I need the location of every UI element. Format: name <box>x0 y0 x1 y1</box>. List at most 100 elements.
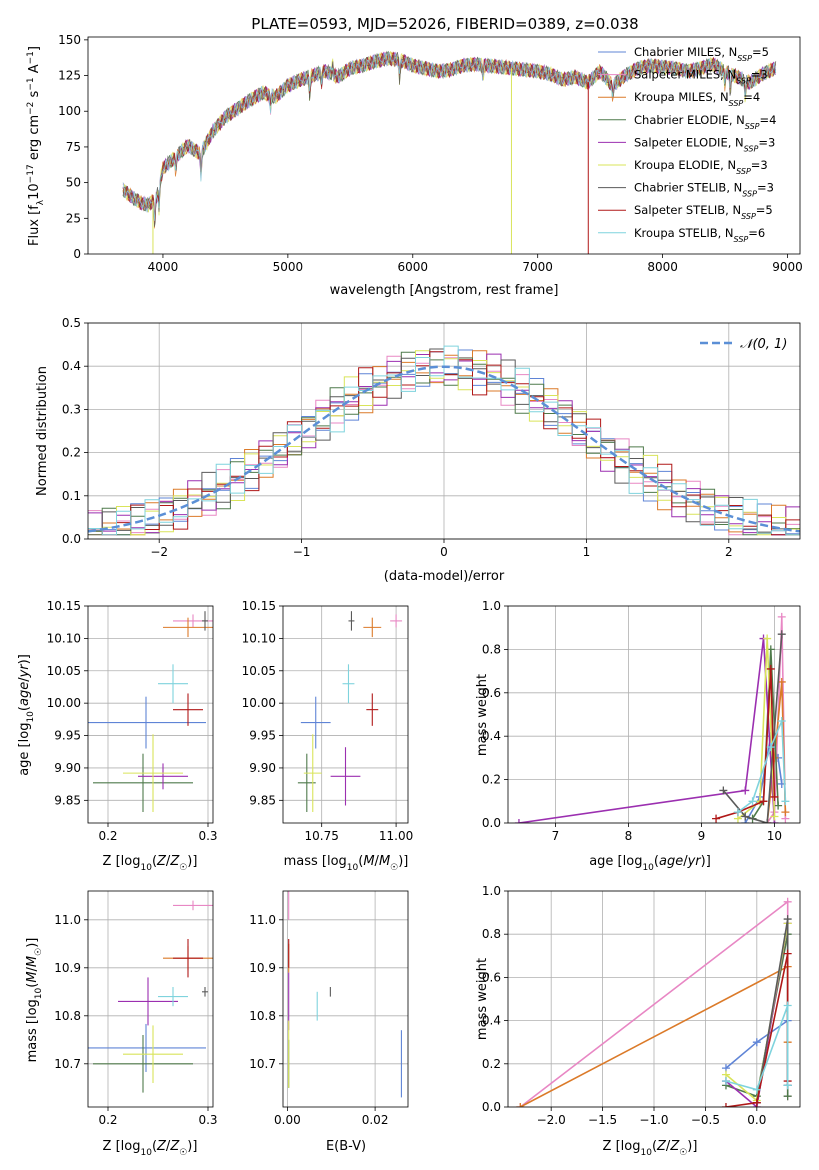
mass_vs_Z-ytick-label: 11.0 <box>54 913 81 927</box>
massweight_vs_age-xtick-label: 10 <box>767 829 782 843</box>
massweight_vs_age-ytick-label: 0.4 <box>482 729 501 743</box>
massweight_vs_age-ytick-label: 0.2 <box>482 773 501 787</box>
spectrum-xtick-label: 9000 <box>772 260 803 274</box>
age-vs-mass-xlabel: mass [log10(M/M☉)] <box>284 854 409 873</box>
massweight_vs_Z-xtick-label: 0.0 <box>747 1113 766 1127</box>
histogram-series-salpeter_elodie <box>88 353 800 536</box>
massweight-marker-kroupa_elodie <box>763 634 772 643</box>
spectrum-xlabel: wavelength [Angstrom, rest frame] <box>330 283 559 298</box>
legend-label-kroupa_elodie: Kroupa ELODIE, NSSP=3 <box>634 158 768 176</box>
spectrum-plot-area <box>122 50 777 254</box>
massweight-series-kroupa_stelib <box>725 1005 789 1091</box>
legend-label-salpeter_miles: Salpeter MILES, NSSP=3 <box>634 68 768 86</box>
massweight-marker-chabrier_stelib <box>783 915 792 924</box>
age_vs_Z-xtick-label: 0.3 <box>198 829 217 843</box>
mass-vs-Z-xlabel: Z [log10(Z/Z☉)] <box>103 1139 198 1158</box>
age_vs_mass-ytick-label: 10.10 <box>242 631 276 645</box>
massweight_vs_Z-ytick-label: 0.6 <box>482 970 501 984</box>
residuals-xtick-label: 0 <box>440 545 448 559</box>
age_vs_mass-axes: 10.75 11.00 9.85 9.90 9.95 10.00 10.05 10.10 10.… <box>242 599 414 843</box>
age-vs-Z-xlabel: Z [log10(Z/Z☉)] <box>103 854 198 873</box>
age_vs_Z-ytick-label: 10.05 <box>47 664 81 678</box>
massweight_vs_Z-ytick-label: 0.8 <box>482 927 501 941</box>
age_vs_Z-ytick-label: 10.00 <box>47 696 81 710</box>
mass_vs_ebv-axes: 0.00 0.02 10.7 10.8 10.9 11.0 <box>249 890 409 1127</box>
age_vs_Z-plot-area <box>88 611 213 812</box>
residuals-ytick-label: 0.5 <box>62 316 81 330</box>
massweight-marker-kroupa_stelib <box>783 1081 792 1090</box>
age_vs_mass-ytick-label: 9.90 <box>249 761 276 775</box>
mass-vs-Z-ylabel: mass [log10(M/M☉)] <box>25 938 44 1063</box>
legend-label-chabrier_elodie: Chabrier ELODIE, NSSP=4 <box>634 113 776 131</box>
spectrum-xtick-label: 7000 <box>522 260 553 274</box>
mass_vs_ebv-frame <box>282 890 409 1108</box>
age_vs_Z-ytick-label: 10.15 <box>47 599 81 613</box>
legend-label-salpeter_stelib: Salpeter STELIB, NSSP=5 <box>634 203 773 221</box>
massweight_vs_Z-frame <box>507 890 801 1108</box>
spectrum-ylabel: Flux [fλ10−17 erg cm−2 s−1 A−1] <box>26 46 46 246</box>
residuals-ytick-label: 0.2 <box>62 446 81 460</box>
massweight-marker-salpeter_stelib <box>721 1103 730 1107</box>
massweight-series-kroupa_elodie <box>737 638 776 820</box>
massweight-marker-salpeter_stelib <box>712 814 721 823</box>
massweight-marker-chabrier_elodie <box>774 801 783 810</box>
residuals-ytick-label: 0.0 <box>62 532 81 546</box>
residuals-xtick-label: −1 <box>293 545 311 559</box>
age_vs_mass-xtick-label: 10.75 <box>305 829 339 843</box>
age_vs_mass-ytick-label: 10.00 <box>242 696 276 710</box>
mass_vs_ebv-xtick-label: 0.02 <box>362 1113 389 1127</box>
massweight_vs_age-ytick-label: 0.0 <box>482 816 501 830</box>
age_vs_mass-ytick-label: 10.05 <box>242 664 276 678</box>
residuals-xlabel: (data-model)/error <box>384 569 505 584</box>
residuals-frame <box>87 322 801 540</box>
massweight-marker-salpeter_stelib <box>752 1098 761 1107</box>
age_vs_mass-ytick-label: 9.95 <box>249 729 276 743</box>
mass_vs_Z-ytick-label: 10.7 <box>54 1057 81 1071</box>
massweight_vs_Z-ytick-label: 0.4 <box>482 1014 501 1028</box>
residuals-xtick-label: 1 <box>583 545 591 559</box>
massweight-marker-kroupa_miles <box>516 1103 525 1107</box>
residuals-ytick-label: 0.3 <box>62 402 81 416</box>
legend-label-chabrier_miles: Chabrier MILES, NSSP=5 <box>634 45 769 63</box>
spectrum-ytick-label: 75 <box>66 140 81 154</box>
spectrum-legend: Chabrier MILES, NSSP=5 Salpeter MILES, NS… <box>598 45 776 243</box>
spectrum-ytick-label: 50 <box>66 176 81 190</box>
mass_vs_Z-ytick-label: 10.8 <box>54 1009 81 1023</box>
legend-label-salpeter_elodie: Salpeter ELODIE, NSSP=3 <box>634 135 775 153</box>
massweight_vs_age-axes: 7 8 9 10 0.0 0.2 0.4 0.6 0.8 1.0 <box>482 599 801 843</box>
massweight-marker-kroupa_stelib <box>733 808 742 817</box>
spectrum-ytick-label: 125 <box>58 69 81 83</box>
age_vs_mass-ytick-label: 9.85 <box>249 793 276 807</box>
massweight-age-ylabel: mass weight <box>475 674 490 756</box>
massweight-marker-kroupa_stelib <box>777 717 786 726</box>
massweight_vs_age-xtick-label: 7 <box>552 829 560 843</box>
massweight-marker-chabrier_stelib <box>777 630 786 639</box>
massweight-marker-salpeter_stelib <box>766 664 775 673</box>
spectrum-xtick-label: 5000 <box>273 260 304 274</box>
massweight-Z-ylabel: mass weight <box>475 958 490 1040</box>
massweight_vs_age-ytick-label: 1.0 <box>482 599 501 613</box>
residuals-xtick-label: −2 <box>150 545 168 559</box>
legend-label-kroupa_miles: Kroupa MILES, NSSP=4 <box>634 90 760 108</box>
mass_vs_Z-frame <box>87 890 214 1108</box>
massweight_vs_Z-xtick-label: −1.5 <box>588 1113 617 1127</box>
residuals-ylabel: Normed distribution <box>35 366 50 496</box>
age_vs_mass-ytick-label: 10.15 <box>242 599 276 613</box>
massweight-marker-salpeter_elodie <box>514 819 523 823</box>
massweight-marker-kroupa_miles <box>781 808 790 817</box>
massweight_vs_Z-xtick-label: −1.0 <box>639 1113 668 1127</box>
age_vs_mass-plot-area <box>297 611 403 812</box>
mass_vs_Z-xtick-label: 0.3 <box>198 1113 217 1127</box>
spectrum-xtick-label: 8000 <box>647 260 678 274</box>
age_vs_Z-xtick-label: 0.2 <box>98 829 117 843</box>
normal-legend-label: 𝒩(0, 1) <box>740 337 787 352</box>
massweight_vs_age-xtick-label: 9 <box>698 829 706 843</box>
massweight-Z-xlabel: Z [log10(Z/Z☉)] <box>603 1139 698 1158</box>
massweight_vs_age-ytick-label: 0.8 <box>482 642 501 656</box>
massweight_vs_Z-ytick-label: 1.0 <box>482 884 501 898</box>
mass_vs_Z-ytick-label: 10.9 <box>54 961 81 975</box>
age_vs_Z-ytick-label: 10.10 <box>47 631 81 645</box>
histogram-series-kroupa_stelib <box>88 345 800 536</box>
massweight-marker-chabrier_elodie <box>783 1092 792 1101</box>
massweight-marker-salpeter_miles <box>777 612 786 621</box>
